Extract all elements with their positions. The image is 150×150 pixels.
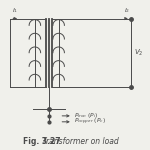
Text: $V_2$: $V_2$	[134, 48, 144, 58]
Text: $I_1$: $I_1$	[12, 6, 18, 15]
Text: $I_2$: $I_2$	[124, 6, 130, 15]
Text: Transformer on load: Transformer on load	[42, 137, 119, 146]
Text: $P_{copper}$ $(P_c)$: $P_{copper}$ $(P_c)$	[74, 117, 106, 127]
Text: Fig. 3.27: Fig. 3.27	[23, 137, 61, 146]
Text: $P_{iron}$ $(P_i)$: $P_{iron}$ $(P_i)$	[74, 111, 99, 120]
